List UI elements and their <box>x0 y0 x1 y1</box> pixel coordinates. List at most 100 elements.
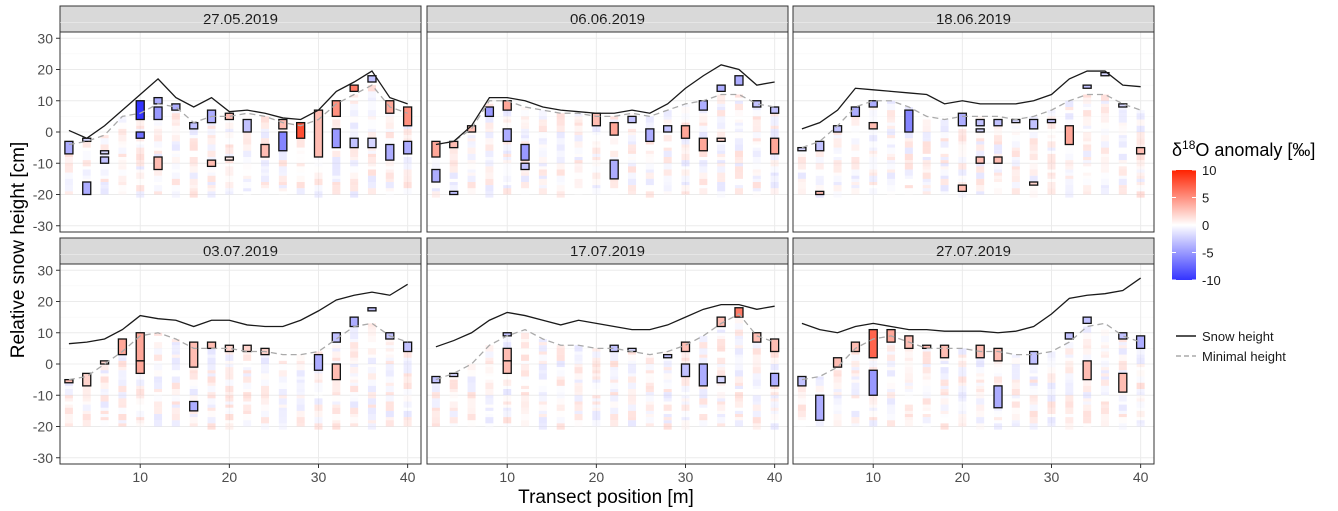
profile-layer <box>385 191 394 198</box>
snow-height-line <box>435 64 775 146</box>
profile-layer <box>243 420 252 427</box>
profile-layer <box>1065 367 1074 374</box>
profile-layer <box>1136 357 1145 364</box>
profile-layer <box>887 110 896 117</box>
profile-layer <box>1011 357 1020 364</box>
profile-layer <box>503 401 512 405</box>
profile-layer <box>1118 367 1127 371</box>
profile-layer <box>136 169 145 173</box>
profile-layer <box>332 392 341 396</box>
profile-layer <box>207 398 216 405</box>
profile-layer <box>887 404 896 408</box>
profile-layer <box>538 351 547 355</box>
profile-layer <box>1136 420 1145 424</box>
profile-layer <box>225 392 234 396</box>
profile-layer <box>154 141 163 148</box>
profile-layer <box>645 417 654 424</box>
profile-layer <box>681 103 690 107</box>
profile-layer <box>645 122 654 126</box>
profile-layer <box>887 342 896 346</box>
profile-layer <box>645 354 654 358</box>
profile-layer <box>734 94 743 98</box>
profile-layer <box>225 138 234 145</box>
profile-layer <box>136 373 145 380</box>
profile-layer <box>503 113 512 117</box>
profile-layer <box>833 392 842 396</box>
profile-layer <box>1083 379 1092 386</box>
profile-layer <box>699 357 708 364</box>
profile-layer <box>1100 354 1109 358</box>
anomaly-box <box>502 360 512 375</box>
profile-layer <box>869 169 878 173</box>
profile-layer <box>958 141 967 145</box>
profile-layer <box>734 116 743 120</box>
anomaly-box <box>385 143 395 161</box>
profile-layer <box>225 354 234 361</box>
profile-layer <box>367 153 376 157</box>
profile-layer <box>717 398 726 402</box>
profile-layer <box>154 191 163 195</box>
profile-layer <box>1083 410 1092 418</box>
profile-layer <box>717 107 726 111</box>
profile-layer <box>958 354 967 358</box>
profile-layer <box>403 376 412 383</box>
profile-layer <box>869 420 878 427</box>
profile-layer <box>171 354 180 358</box>
profile-layer <box>556 423 565 430</box>
profile-layer <box>207 417 216 424</box>
profile-layer <box>385 160 394 167</box>
profile-layer <box>976 357 985 361</box>
profile-layer <box>189 188 198 192</box>
profile-layer <box>752 132 761 139</box>
profile-layer <box>261 373 270 380</box>
profile-layer <box>940 398 949 405</box>
profile-layer <box>189 128 198 136</box>
profile-layer <box>904 360 913 368</box>
profile-layer <box>1011 150 1020 157</box>
profile-layer <box>136 379 145 386</box>
profile-layer <box>940 166 949 170</box>
profile-layer <box>538 125 547 132</box>
profile-layer <box>1047 188 1056 195</box>
profile-layer <box>752 147 761 151</box>
profile-layer <box>734 382 743 386</box>
profile-layer <box>922 373 931 377</box>
profile-layer <box>189 135 198 139</box>
profile-layer <box>261 392 270 399</box>
profile-layer <box>645 116 654 123</box>
profile-layer <box>385 113 394 117</box>
profile-layer <box>449 185 458 192</box>
profile-layer <box>592 351 601 358</box>
profile-layer <box>958 423 967 427</box>
profile-layer <box>904 367 913 374</box>
profile-layer <box>645 191 654 198</box>
profile-layer <box>752 410 761 418</box>
profile-layer <box>82 385 91 393</box>
profile-layer <box>574 367 583 374</box>
profile-shading <box>797 94 1145 198</box>
profile-layer <box>887 153 896 157</box>
profile-layer <box>752 125 761 132</box>
profile-layer <box>332 150 341 157</box>
profile-layer <box>681 122 690 126</box>
profile-layer <box>628 404 637 411</box>
profile-layer <box>592 132 601 136</box>
profile-layer <box>367 323 376 327</box>
profile-layer <box>574 379 583 383</box>
y-tick-label: -30 <box>33 450 53 466</box>
profile-layer <box>574 354 583 358</box>
profile-layer <box>1136 125 1145 132</box>
profile-layer <box>904 392 913 399</box>
profile-layer <box>1136 392 1145 396</box>
profile-layer <box>467 404 476 408</box>
profile-layer <box>189 138 198 142</box>
profile-layer <box>385 382 394 386</box>
profile-layer <box>118 185 127 192</box>
profile-layer <box>1065 113 1074 120</box>
profile-layer <box>1029 385 1038 389</box>
profile-layer <box>278 364 287 371</box>
profile-layer <box>538 132 547 139</box>
profile-layer <box>278 404 287 408</box>
profile-layer <box>225 398 234 402</box>
profile-layer <box>207 169 216 173</box>
